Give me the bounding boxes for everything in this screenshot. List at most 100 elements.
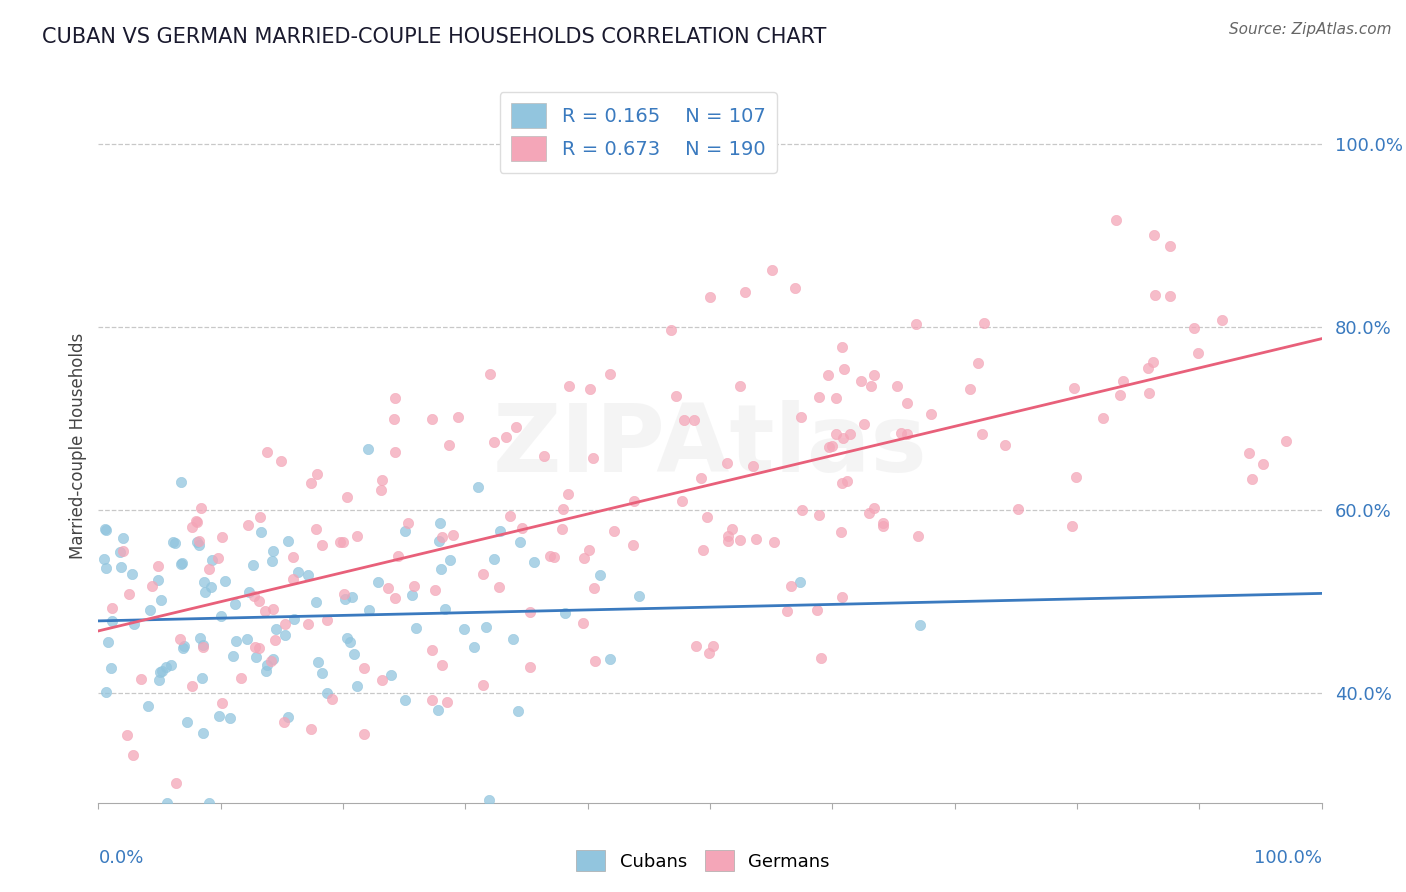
- Point: [790, 410, 813, 425]
- Point: [208, 709, 231, 723]
- Text: Source: ZipAtlas.com: Source: ZipAtlas.com: [1229, 22, 1392, 37]
- Point: [1060, 519, 1083, 533]
- Point: [1007, 501, 1029, 516]
- Point: [191, 671, 214, 685]
- Point: [110, 545, 132, 559]
- Point: [270, 453, 292, 467]
- Point: [495, 430, 517, 444]
- Point: [198, 796, 221, 810]
- Point: [808, 508, 831, 523]
- Point: [430, 562, 453, 576]
- Point: [129, 673, 152, 687]
- Point: [498, 508, 520, 523]
- Point: [311, 665, 333, 680]
- Point: [806, 603, 828, 617]
- Point: [307, 655, 329, 669]
- Point: [332, 535, 354, 549]
- Point: [510, 521, 533, 535]
- Legend: R = 0.165    N = 107, R = 0.673    N = 190: R = 0.165 N = 107, R = 0.673 N = 190: [499, 92, 778, 173]
- Point: [970, 426, 993, 441]
- Point: [94, 522, 117, 536]
- Point: [572, 616, 595, 631]
- Text: 100.0%: 100.0%: [1254, 849, 1322, 867]
- Point: [699, 290, 721, 304]
- Point: [118, 587, 141, 601]
- Point: [831, 475, 853, 490]
- Point: [478, 792, 501, 806]
- Point: [519, 660, 541, 674]
- Point: [249, 640, 271, 655]
- Point: [387, 549, 409, 563]
- Point: [136, 699, 159, 714]
- Point: [589, 567, 612, 582]
- Point: [256, 657, 278, 672]
- Point: [193, 640, 215, 654]
- Point: [245, 649, 267, 664]
- Point: [603, 524, 626, 538]
- Point: [780, 579, 803, 593]
- Point: [277, 710, 299, 724]
- Point: [339, 635, 361, 649]
- Point: [316, 686, 339, 700]
- Point: [717, 534, 740, 549]
- Point: [523, 555, 546, 569]
- Point: [697, 646, 720, 660]
- Point: [853, 417, 876, 431]
- Point: [482, 434, 505, 449]
- Point: [396, 516, 419, 530]
- Point: [287, 565, 309, 579]
- Point: [367, 575, 389, 590]
- Point: [904, 317, 927, 331]
- Point: [336, 631, 359, 645]
- Point: [170, 475, 193, 490]
- Point: [254, 604, 277, 618]
- Point: [1159, 239, 1181, 253]
- Point: [93, 552, 115, 566]
- Point: [1241, 472, 1264, 486]
- Point: [141, 578, 163, 592]
- Point: [172, 640, 194, 655]
- Point: [356, 442, 378, 456]
- Point: [94, 561, 117, 575]
- Point: [621, 538, 644, 552]
- Point: [186, 514, 208, 528]
- Point: [436, 695, 458, 709]
- Point: [858, 506, 880, 520]
- Point: [117, 728, 139, 742]
- Point: [299, 476, 322, 491]
- Point: [370, 483, 392, 497]
- Point: [690, 471, 713, 485]
- Point: [191, 726, 214, 740]
- Point: [311, 538, 333, 552]
- Point: [260, 553, 283, 567]
- Point: [907, 528, 929, 542]
- Point: [441, 528, 464, 542]
- Point: [433, 602, 456, 616]
- Point: [242, 558, 264, 572]
- Point: [283, 612, 305, 626]
- Point: [262, 544, 284, 558]
- Point: [558, 379, 581, 393]
- Point: [1091, 411, 1114, 425]
- Point: [401, 588, 423, 602]
- Point: [824, 426, 846, 441]
- Point: [231, 671, 253, 685]
- Point: [959, 382, 981, 396]
- Point: [890, 425, 912, 440]
- Point: [482, 551, 505, 566]
- Point: [110, 560, 132, 574]
- Point: [478, 367, 501, 381]
- Point: [776, 604, 799, 618]
- Point: [329, 534, 352, 549]
- Point: [582, 581, 605, 595]
- Point: [254, 664, 277, 678]
- Point: [447, 409, 470, 424]
- Point: [429, 516, 451, 530]
- Point: [1143, 287, 1166, 301]
- Point: [430, 657, 453, 672]
- Point: [817, 368, 839, 382]
- Point: [187, 537, 209, 551]
- Point: [194, 585, 217, 599]
- Point: [186, 516, 208, 530]
- Point: [201, 553, 224, 567]
